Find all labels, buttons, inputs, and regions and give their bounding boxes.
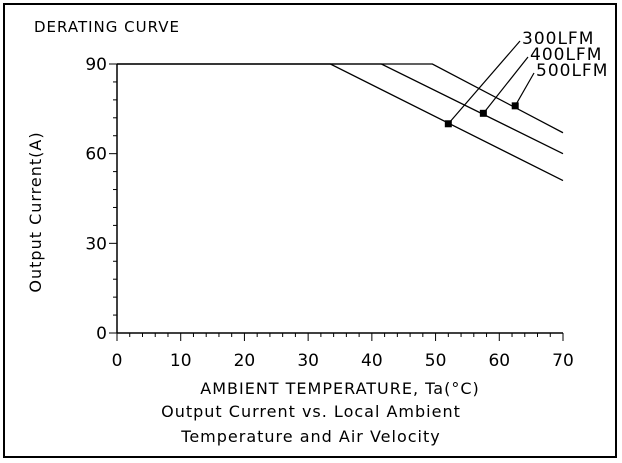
x-tick-label: 0 (112, 351, 123, 371)
annotation-marker (479, 109, 487, 117)
y-tick-label: 30 (85, 234, 107, 254)
x-tick-label: 20 (234, 351, 256, 371)
y-tick-label: 90 (85, 55, 107, 75)
annotation-label: 500LFM (536, 61, 608, 81)
chart-title: DERATING CURVE (34, 18, 180, 36)
x-tick-label: 60 (488, 351, 510, 371)
x-tick-label: 70 (552, 351, 574, 371)
annotation-label: 300LFM (522, 29, 594, 49)
chart-frame (3, 3, 617, 458)
x-tick-label: 40 (361, 351, 383, 371)
caption-line-1: Output Current vs. Local Ambient (161, 402, 461, 421)
series-line-400lfm (117, 63, 564, 155)
annotation-marker (444, 120, 452, 128)
x-tick-label: 10 (170, 351, 192, 371)
x-tick-label: 50 (425, 351, 447, 371)
annotation-leader (447, 40, 521, 125)
y-tick-label: 0 (96, 324, 107, 344)
x-tick-label: 30 (297, 351, 319, 371)
x-axis-label: AMBIENT TEMPERATURE, Ta(°C) (200, 379, 479, 398)
annotation-label: 400LFM (530, 45, 602, 65)
annotation-marker (511, 102, 519, 110)
caption-line-2: Temperature and Air Velocity (180, 427, 440, 446)
series-line-500lfm (117, 63, 564, 134)
annotation-leader (514, 72, 535, 107)
annotation-leader (482, 56, 529, 114)
series-line-300lfm (117, 63, 564, 182)
y-tick-label: 60 (85, 145, 107, 165)
y-axis-label: Output Current(A) (26, 131, 45, 292)
